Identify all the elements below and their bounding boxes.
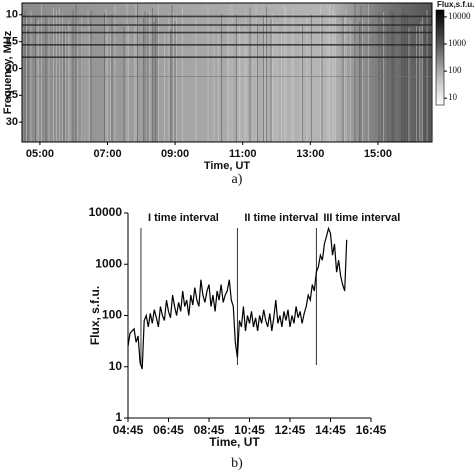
y-tick-label: 30: [6, 116, 18, 128]
interval-label: I time interval: [148, 212, 219, 224]
x-tick-label: 14:45: [315, 423, 346, 437]
x-tick-label: 16:45: [356, 423, 387, 437]
x-tick-label: 06:45: [153, 423, 184, 437]
colorbar: [435, 9, 445, 106]
y-tick-label: 10000: [89, 205, 123, 219]
y-tick-label: 100: [102, 308, 122, 322]
panel-b: 1 10 100 1000 10000 04:45 06:45 08:45 10:45 12:45…: [88, 205, 400, 471]
x-axis-label: Time, UT: [204, 160, 251, 172]
colorbar-tick-label: 1000: [448, 38, 467, 48]
x-tick-label: 13:00: [296, 148, 324, 160]
colorbar-tick-label: 100: [448, 65, 462, 75]
y-tick-label: 1000: [95, 256, 122, 270]
plot-frame: [21, 2, 433, 143]
x-tick-label: 10:45: [234, 423, 265, 437]
flux-line: [127, 226, 348, 370]
x-tick-label: 04:45: [113, 423, 144, 437]
interval-label: III time interval: [323, 212, 400, 224]
interval-label: II time interval: [244, 212, 318, 224]
x-tick-label: 07:00: [93, 148, 121, 160]
y-tick-label: 25: [6, 89, 18, 101]
caption: b): [231, 456, 243, 471]
y-tick-label: 10: [6, 9, 18, 21]
x-tick-label: 09:00: [161, 148, 189, 160]
colorbar-label: Flux,s.f.u.: [437, 0, 474, 9]
x-tick-label: 08:45: [194, 423, 225, 437]
y-tick-label: 20: [6, 62, 18, 74]
y-tick-label: 1: [115, 410, 122, 424]
x-tick-label: 15:00: [364, 148, 392, 160]
y-tick-label: 10: [109, 359, 123, 373]
y-axis-label: Flux, s.f.u.: [88, 286, 102, 345]
x-axis-label: Time, UT: [209, 435, 260, 449]
caption: a): [232, 172, 243, 187]
spectrogram-image: [22, 3, 432, 142]
colorbar-tick-label: 10000: [448, 11, 471, 21]
colorbar-tick-label: 10: [448, 92, 458, 102]
x-tick-label: 12:45: [275, 423, 306, 437]
y-tick-label: 15: [6, 36, 18, 48]
x-tick-label: 11:00: [229, 148, 257, 160]
x-tick-label: 05:00: [26, 148, 54, 160]
panel-a: 10 15 20 25 30 05:00 07:00 09:00 11:00 13:00 15:00…: [2, 0, 474, 187]
y-axis-label: Frequency, MHz: [2, 30, 14, 114]
